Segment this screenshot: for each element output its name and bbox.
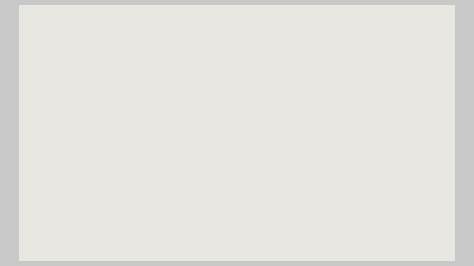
Text: • consider torque on the elemental ring, dT: • consider torque on the elemental ring,… (36, 191, 232, 200)
Text: $\theta$: $\theta$ (192, 120, 200, 132)
Text: —②: —② (258, 226, 277, 236)
Text: But: But (83, 226, 100, 236)
Text: —①: —① (258, 209, 277, 219)
Text: $dl$: $dl$ (241, 90, 252, 102)
Text: h: h (250, 87, 256, 96)
Text: R: R (122, 18, 129, 28)
Text: [5 marks]: [5 marks] (405, 11, 446, 20)
Text: r: r (169, 88, 173, 97)
Text: u: u (224, 127, 229, 136)
Text: $\omega$ rad/s: $\omega$ rad/s (356, 36, 385, 47)
Text: Figure 1b: Figure 1b (195, 169, 241, 179)
Text: dF = τ. dA: dF = τ. dA (142, 226, 201, 236)
Text: $\uparrow$ V=$\omega$r: $\uparrow$ V=$\omega$r (395, 61, 430, 72)
Text: $\omega$: $\omega$ (229, 10, 240, 20)
Text: dT = dF.r: dT = dF.r (142, 209, 193, 219)
Text: L: L (89, 69, 96, 80)
Bar (159, 91, 239, 103)
